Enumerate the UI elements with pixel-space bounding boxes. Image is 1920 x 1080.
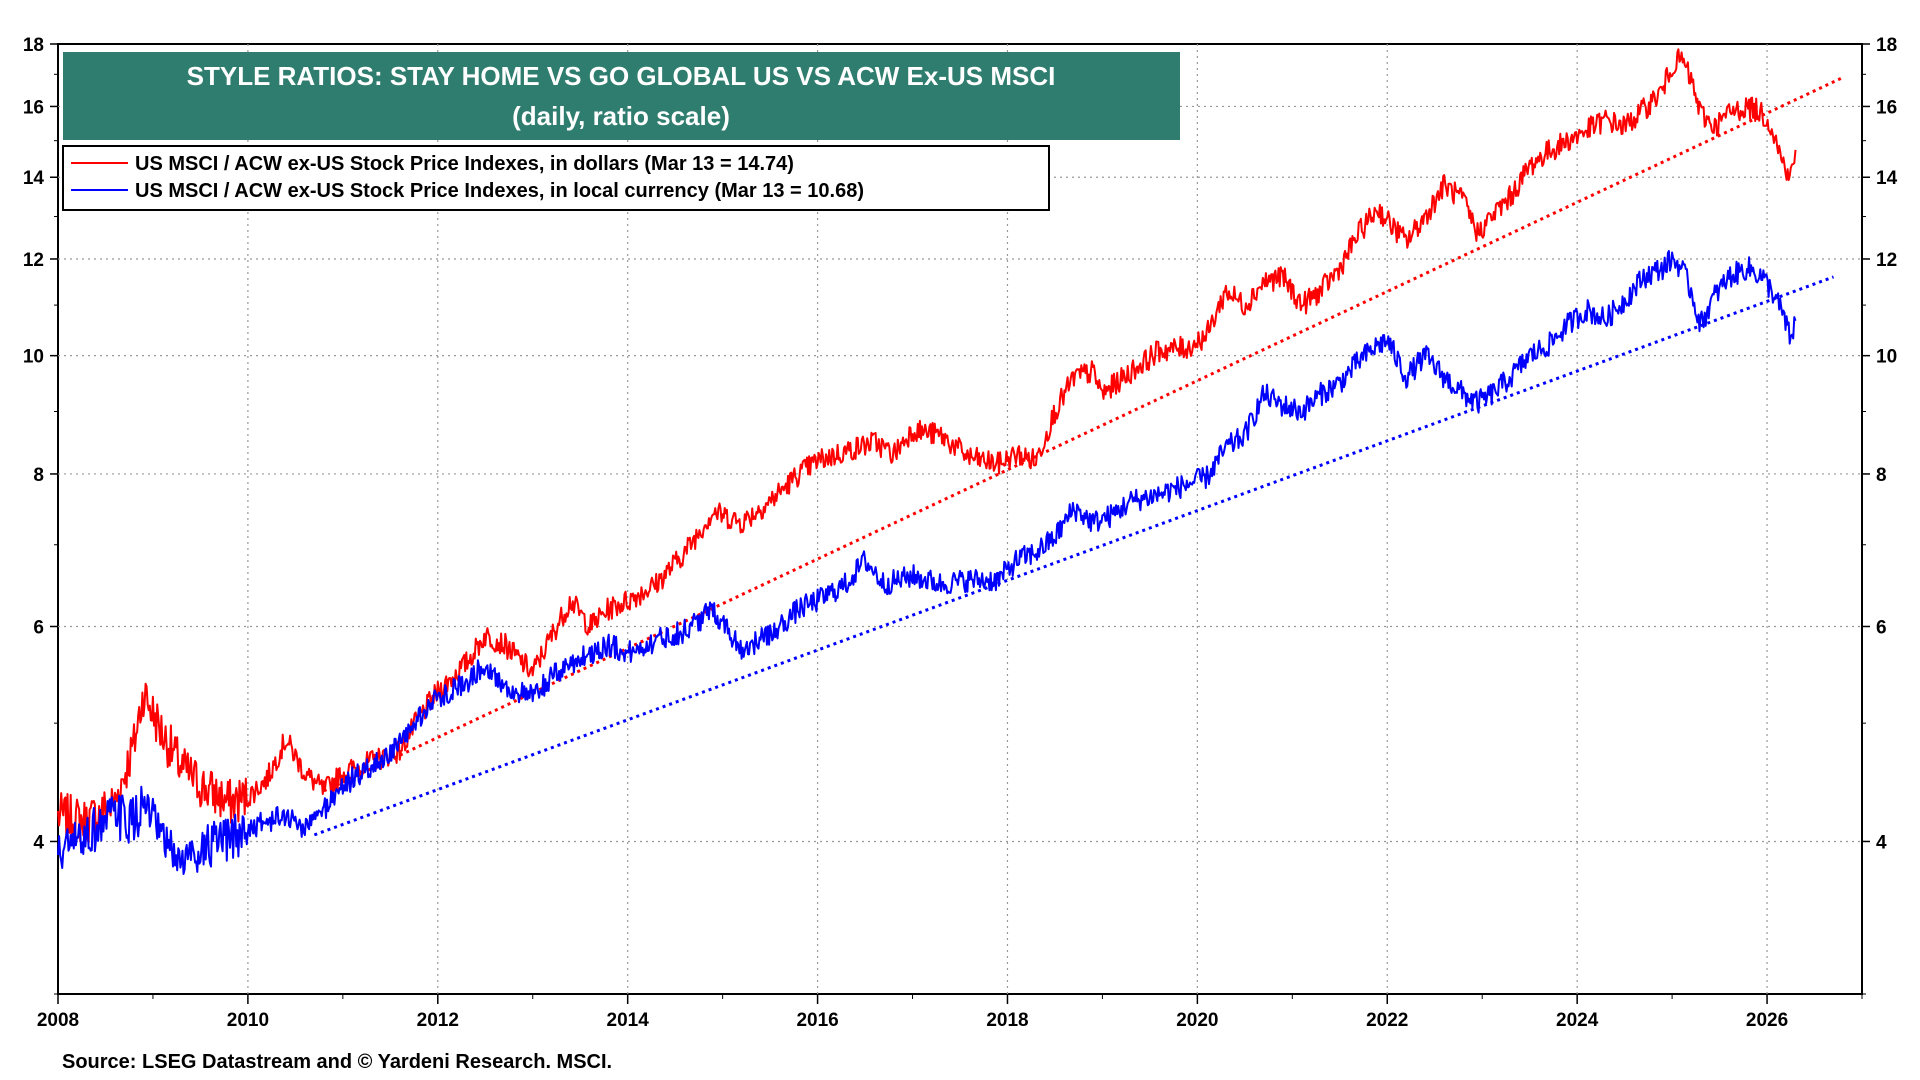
series-lines — [57, 48, 1797, 875]
y-tick-label-left: 18 — [23, 35, 44, 56]
x-tick-label: 2012 — [417, 1010, 459, 1031]
x-tick-label: 2024 — [1556, 1010, 1599, 1031]
y-tick-label-right: 6 — [1876, 617, 1887, 638]
x-tick-label: 2020 — [1176, 1010, 1218, 1031]
source-note: Source: LSEG Datastream and © Yardeni Re… — [62, 1051, 612, 1073]
x-tick-label: 2010 — [227, 1010, 269, 1031]
y-tick-label-left: 16 — [23, 97, 44, 118]
y-tick-label-right: 16 — [1876, 97, 1897, 118]
y-tick-label-left: 12 — [23, 250, 44, 271]
y-tick-label-right: 14 — [1876, 168, 1898, 189]
x-tick-label: 2014 — [607, 1010, 650, 1031]
y-tick-label-right: 12 — [1876, 250, 1897, 271]
chart-title: STYLE RATIOS: STAY HOME VS GO GLOBAL US … — [187, 61, 1056, 91]
x-tick-label: 2026 — [1746, 1010, 1788, 1031]
legend-box — [62, 145, 1050, 211]
y-tick-label-left: 6 — [33, 617, 44, 638]
x-tick-label: 2022 — [1366, 1010, 1408, 1031]
y-tick-label-left: 14 — [23, 168, 45, 189]
chart-subtitle: (daily, ratio scale) — [512, 101, 730, 131]
x-tick-label: 2008 — [37, 1010, 79, 1031]
title-box — [63, 52, 1180, 140]
series-line-local — [57, 250, 1797, 875]
y-axis-right: 4 6 8 10 12 14 16 18 — [1862, 35, 1898, 995]
legend-item-local: US MSCI / ACW ex-US Stock Price Indexes,… — [135, 180, 864, 202]
y-tick-label-right: 4 — [1876, 832, 1887, 853]
x-tick-label: 2016 — [796, 1010, 838, 1031]
x-axis: 2008 2010 2012 2014 2016 2018 2020 2022 2024 2026 — [37, 994, 1863, 1031]
y-tick-label-left: 10 — [23, 347, 44, 368]
y-tick-label-right: 8 — [1876, 465, 1887, 486]
y-tick-label-right: 10 — [1876, 347, 1897, 368]
legend-item-dollars: US MSCI / ACW ex-US Stock Price Indexes,… — [135, 153, 794, 175]
y-axis-left: 4 6 8 10 12 14 16 18 — [23, 35, 58, 995]
y-tick-label-left: 4 — [33, 832, 44, 853]
x-tick-label: 2018 — [986, 1010, 1028, 1031]
y-tick-label-left: 8 — [33, 465, 44, 486]
y-tick-label-right: 18 — [1876, 35, 1897, 56]
